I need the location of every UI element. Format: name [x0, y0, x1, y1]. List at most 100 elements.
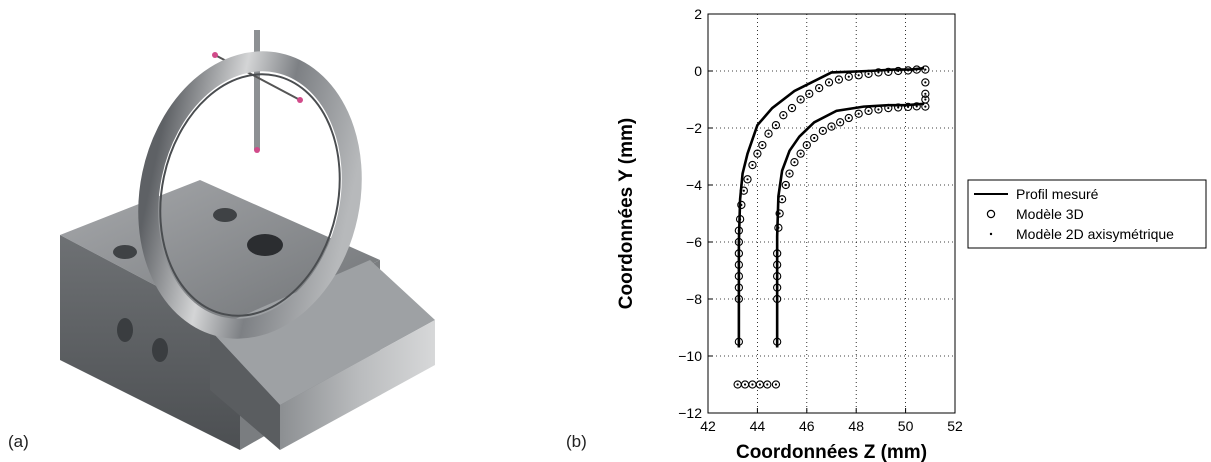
x-tick-label: 46	[799, 418, 815, 434]
plot-frame	[707, 13, 956, 414]
series-modele-2d-point	[776, 340, 779, 343]
series-modele-3d-point	[894, 103, 903, 112]
series-modele-2d-point	[897, 69, 900, 73]
series-modele-2d-point	[867, 109, 870, 112]
series-modele-3d-point	[753, 149, 762, 158]
series-modele-2d-point	[758, 383, 761, 386]
series-modele-2d-point	[813, 136, 816, 140]
series-modele-3d-point	[834, 75, 844, 84]
series-modele-2d-point	[737, 240, 740, 244]
series-modele-3d-point	[835, 118, 845, 127]
series-modele-2d-point	[788, 172, 791, 175]
series-modele-2d-point	[924, 92, 927, 95]
series-modele-3d-point	[903, 66, 913, 75]
series-modele-2d-point	[776, 263, 779, 266]
series-modele-3d-point	[773, 260, 782, 269]
series-modele-3d-point	[779, 111, 788, 120]
series-modele-2d-point	[736, 383, 739, 386]
series-modele-2d-point	[739, 218, 742, 221]
series-modele-3d-point	[805, 89, 814, 98]
series-modele-3d-point	[827, 122, 836, 131]
series-modele-2d-point	[766, 383, 769, 386]
series-modele-3d-point	[773, 283, 782, 292]
series-modele-2d-point	[906, 69, 910, 72]
series-modele-2d-point	[924, 81, 927, 84]
series-modele-3d-point	[734, 249, 744, 258]
y-axis-label: Coordonnées Y (mm)	[616, 118, 637, 309]
series-modele-3d-point	[824, 78, 834, 87]
series-modele-2d-point	[827, 81, 831, 84]
series-modele-3d-point	[774, 223, 783, 232]
series-modele-3d-point	[810, 133, 819, 143]
y-tick-label: −10	[678, 348, 702, 364]
series-modele-3d-point	[814, 83, 824, 93]
series-modele-2d-point	[790, 106, 794, 110]
series-modele-3d-point	[903, 102, 913, 112]
series-modele-2d-point	[742, 189, 745, 192]
series-modele-3d-point	[764, 129, 773, 138]
series-modele-2d-point	[776, 297, 779, 301]
measurement-fixture-ring-photo	[60, 30, 435, 450]
series-modele-2d-point	[740, 203, 743, 207]
series-modele-3d-point	[921, 78, 930, 87]
series-modele-2d-point	[778, 212, 781, 215]
series-modele-2d-point	[776, 275, 779, 278]
series-modele-3d-point	[884, 103, 893, 113]
series-modele-3d-point	[844, 113, 853, 123]
series-modele-2d-point	[857, 74, 860, 77]
series-modele-2d-point	[906, 105, 910, 109]
series-modele-2d-point	[756, 152, 759, 155]
series-modele-3d-point	[734, 272, 744, 281]
legend-entry-modele-2d: Modèle 2D axisymétrique	[1016, 226, 1174, 242]
legend: Profil mesuré Modèle 3D Modèle 2D axisym…	[967, 179, 1207, 249]
series-modele-3d-point	[734, 337, 744, 346]
series-modele-3d-point	[864, 106, 873, 116]
series-modele-3d-point	[773, 294, 782, 304]
legend-dot-sample	[989, 232, 993, 236]
series-modele-3d-point	[743, 175, 752, 184]
y-tick-label: −12	[678, 405, 702, 421]
series-modele-3d-point	[921, 65, 930, 74]
series-modele-2d-point	[737, 297, 740, 301]
series-modele-3d-point	[763, 380, 772, 389]
series-modele-2d-point	[737, 340, 740, 343]
series-modele-2d-point	[793, 161, 796, 164]
series-modele-2d-point	[737, 263, 740, 266]
series-modele-3d-point	[781, 180, 790, 190]
series-modele-3d-point	[894, 66, 903, 76]
series-modele-3d-point	[884, 67, 893, 77]
series-modele-2d-point	[751, 383, 754, 386]
series-modele-3d-point	[771, 121, 781, 130]
series-modele-3d-point	[734, 237, 744, 247]
series-modele-2d-point	[777, 226, 780, 229]
series-modele-2d-point	[867, 72, 870, 75]
series-modele-3d-point	[737, 200, 746, 210]
series-modele-2d-point	[897, 106, 900, 109]
series-modele-2d-point	[924, 68, 927, 71]
y-tick-label: 2	[694, 6, 702, 22]
profile-chart: 42 44 46 48 50 52 2 0 −2 −4 −6 −8 −10 −12 Coordonnées…	[616, 6, 1207, 462]
series-modele-2d-point	[821, 129, 824, 132]
series-modele-2d-point	[887, 106, 890, 110]
series-modele-2d-point	[805, 144, 808, 147]
series-modele-3d-point	[775, 209, 784, 218]
series-modele-2d-point	[751, 163, 754, 167]
series-modele-3d-point	[921, 102, 930, 111]
series-modele-3d-point	[773, 272, 782, 281]
series-modele-3d-point	[874, 68, 883, 77]
series-modele-3d-point	[758, 140, 767, 150]
axis-ticks: 42 44 46 48 50 52 2 0 −2 −4 −6 −8 −10 −12	[678, 6, 963, 434]
series-modele-3d-point	[921, 89, 930, 98]
series-modele-2d-point	[746, 178, 749, 181]
series-modele-3d-point	[748, 160, 757, 170]
series-profil-mesure-line	[737, 66, 925, 348]
series-modele-3d-point	[874, 105, 883, 114]
series-modele-2d-point	[847, 75, 850, 78]
series-modele-2d-point	[818, 87, 821, 90]
legend-entry-profil-mesure: Profil mesuré	[1016, 186, 1099, 202]
series-modele-2d-point	[915, 105, 918, 108]
series-modele-3d-point	[796, 95, 805, 104]
series-modele-3d-point	[864, 69, 873, 78]
y-tick-label: 0	[694, 63, 702, 79]
series-modele-3d-point	[734, 226, 744, 235]
